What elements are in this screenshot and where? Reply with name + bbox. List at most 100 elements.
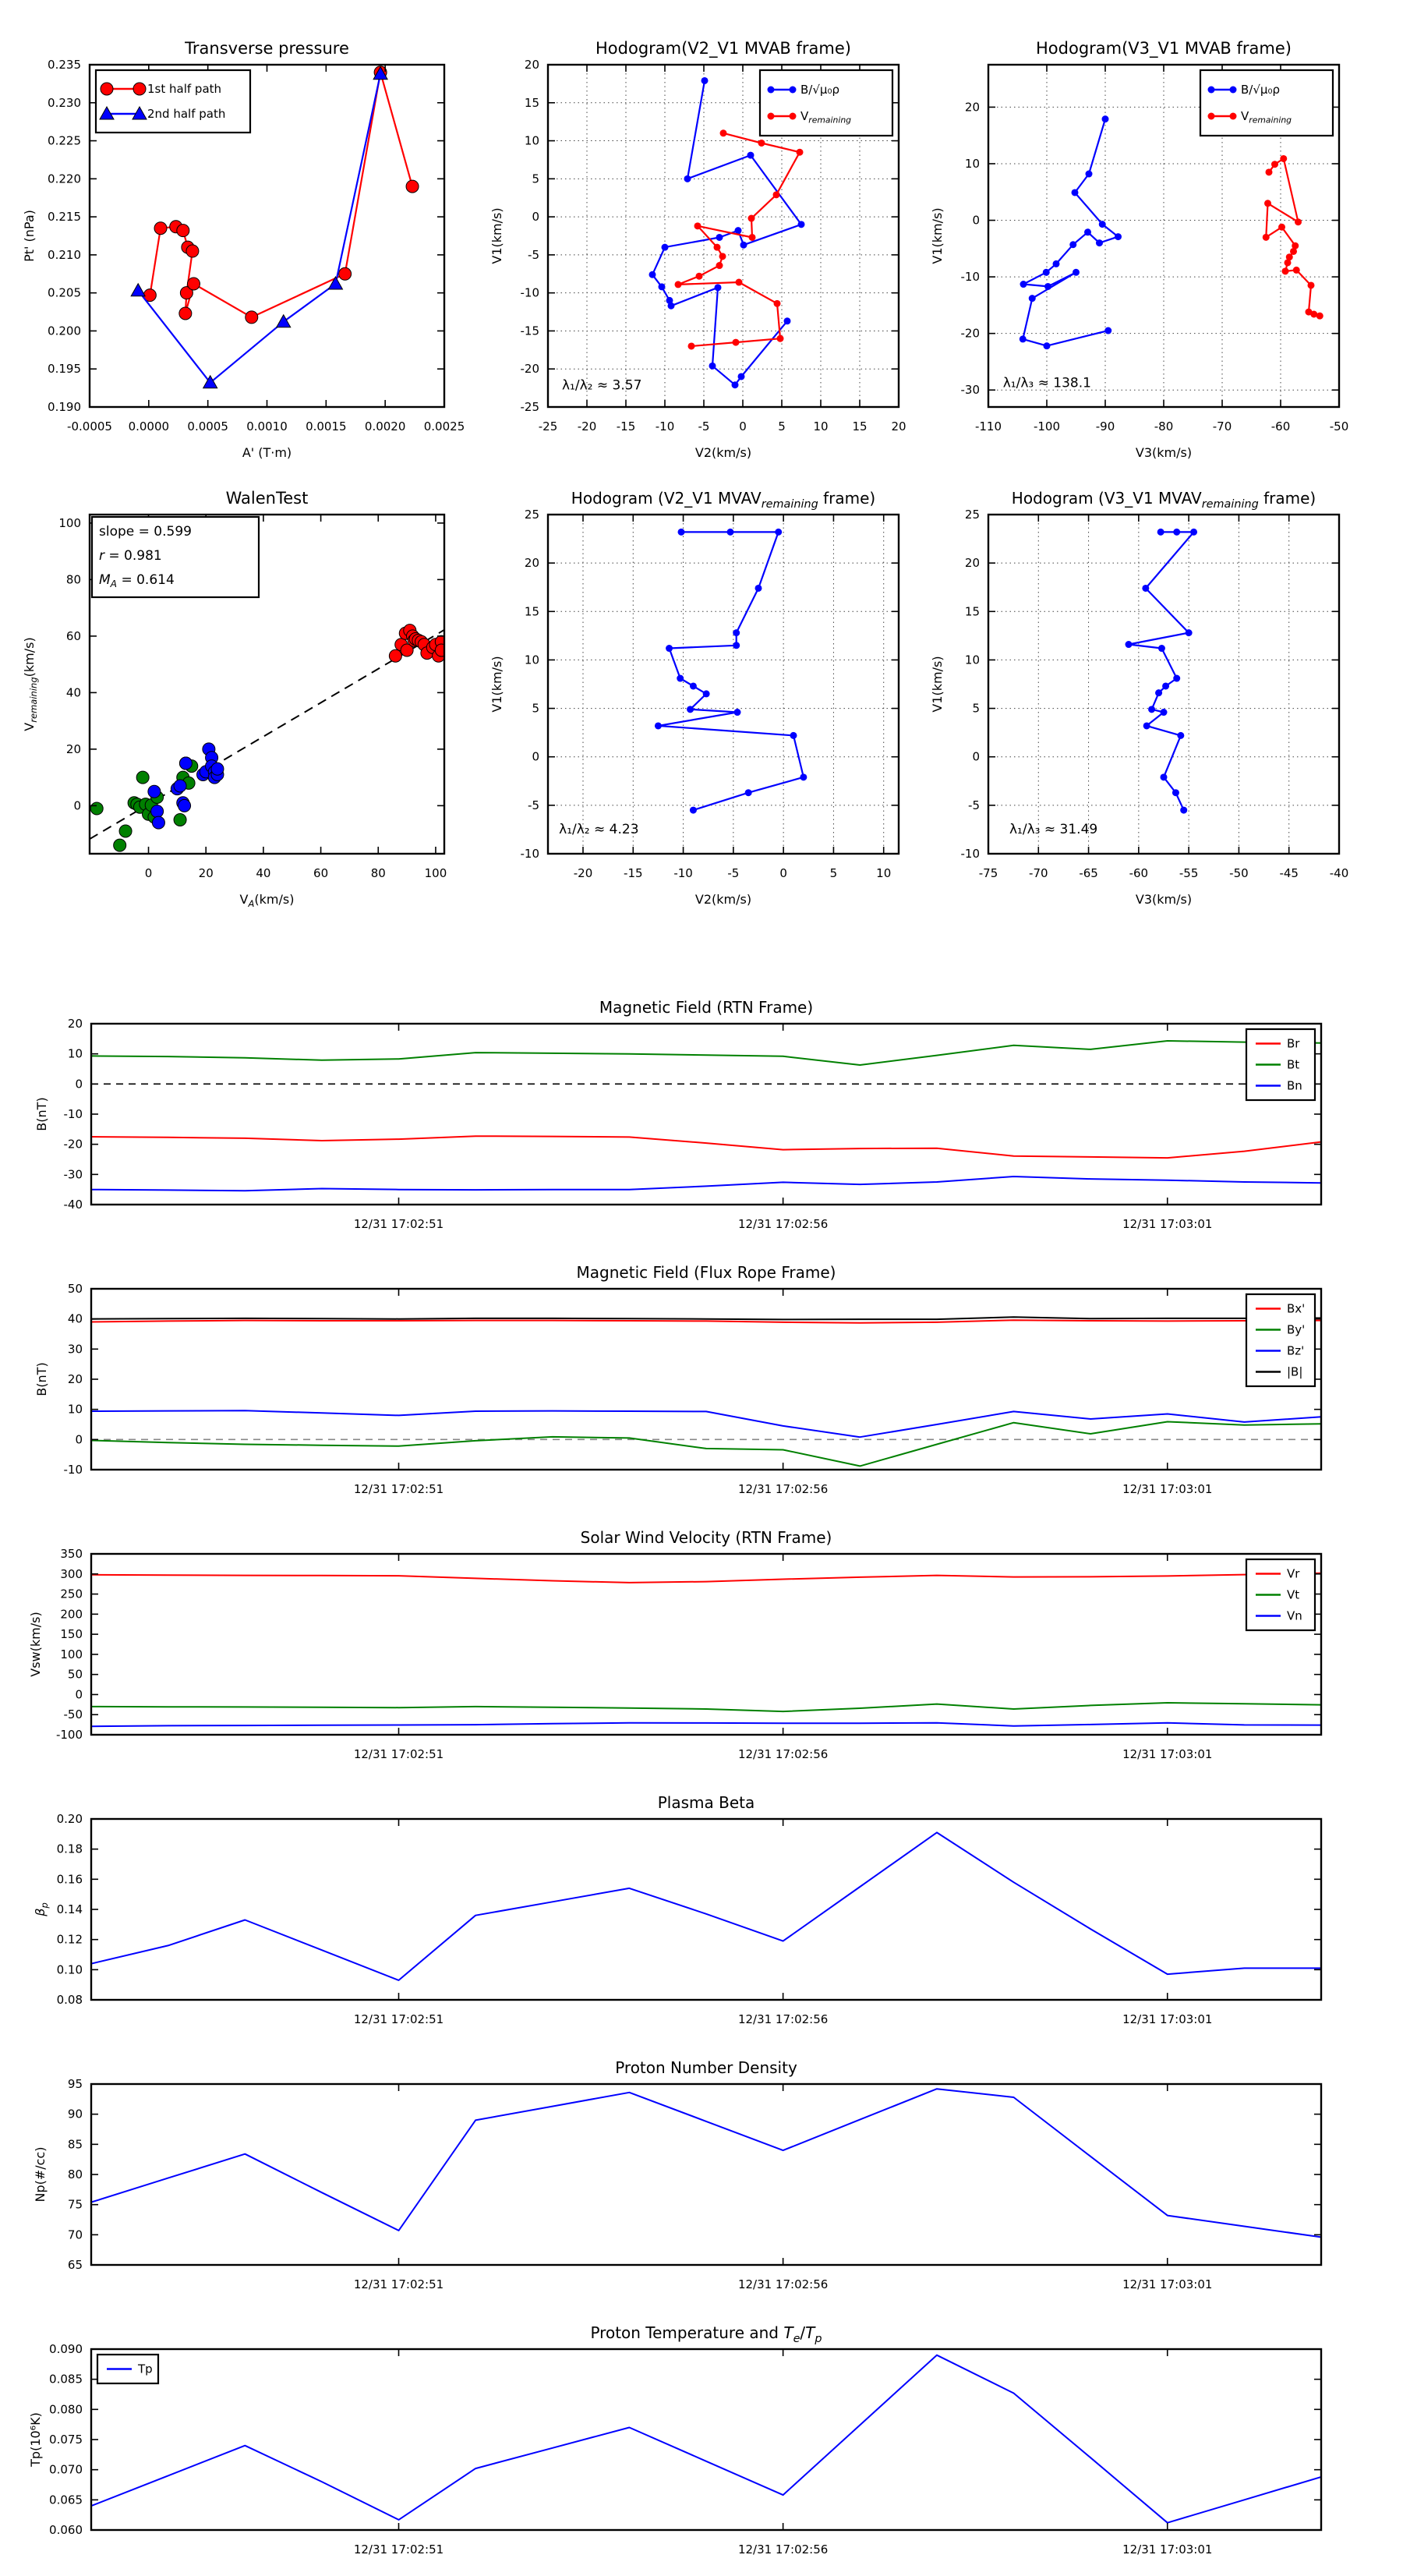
series-Np xyxy=(91,2088,1321,2238)
legend: Bx' By' Bz' |B| xyxy=(1245,1293,1316,1388)
x-tick-label: 12/31 17:03:01 xyxy=(1122,1482,1212,1496)
panel-title: Proton Temperature and Te/Tp xyxy=(590,2323,822,2345)
x-tick-label: 12/31 17:02:51 xyxy=(354,2277,444,2291)
x-tick-label: 5 xyxy=(778,419,786,433)
y-tick-label: 50 xyxy=(68,1668,83,1682)
x-tick-label: 0.0010 xyxy=(246,419,288,433)
y-tick-label: -5 xyxy=(968,798,980,812)
walen-stat-line: slope = 0.599 xyxy=(99,524,192,540)
x-tick-label: 12/31 17:02:56 xyxy=(738,2012,828,2026)
x-tick-label: 5 xyxy=(830,866,838,880)
y-tick-label: 0.12 xyxy=(57,1933,83,1947)
series-Bz-prime xyxy=(91,1410,1321,1438)
panel-title: Hodogram (V3_V1 MVAVremaining frame) xyxy=(1012,489,1316,511)
y-tick-label: 10 xyxy=(525,653,539,667)
x-tick-label: 12/31 17:02:51 xyxy=(354,1217,444,1231)
x-tick-label: 12/31 17:02:56 xyxy=(738,2277,828,2291)
y-tick-label: 0.215 xyxy=(48,210,81,224)
y-tick-label: 65 xyxy=(68,2258,83,2272)
y-tick-label: 0.08 xyxy=(57,1993,83,2007)
x-axis-label: VA(km/s) xyxy=(240,892,295,909)
x-tick-label: -25 xyxy=(539,419,558,433)
y-tick-label: 150 xyxy=(60,1627,83,1641)
y-tick-label: 0.200 xyxy=(48,324,81,338)
y-axis-label: V1(km/s) xyxy=(489,207,504,264)
y-tick-label: 0.090 xyxy=(49,2342,83,2356)
legend: Tp xyxy=(96,2353,160,2385)
x-tick-label: 40 xyxy=(256,866,270,880)
y-tick-label: 5 xyxy=(532,172,539,186)
legend: B/√μ₀ρ Vremaining xyxy=(758,69,894,137)
panel-title: Magnetic Field (RTN Frame) xyxy=(599,998,813,1017)
y-tick-label: -5 xyxy=(528,248,539,262)
y-tick-label: -30 xyxy=(961,383,981,397)
x-tick-label: -50 xyxy=(1330,419,1349,433)
y-axis-label: B(nT) xyxy=(34,1362,49,1396)
y-tick-label: 90 xyxy=(68,2107,83,2121)
x-tick-label: 0.0025 xyxy=(424,419,465,433)
x-tick-label: -100 xyxy=(1034,419,1060,433)
x-tick-label: 20 xyxy=(891,419,906,433)
y-tick-label: 0 xyxy=(75,1687,83,1701)
x-tick-label: -60 xyxy=(1129,866,1149,880)
panel-p5: -20 -15 -10 -5 0 5 10 -10 -5 0 5 10 15 20 25 Hodogram (… xyxy=(489,489,900,907)
y-tick-label: -30 xyxy=(64,1167,83,1181)
y-axis-label: Vremaining(km/s) xyxy=(22,637,39,731)
x-tick-label: -55 xyxy=(1179,866,1199,880)
legend-label: Vr xyxy=(1287,1567,1300,1581)
y-tick-label: 0.10 xyxy=(57,1962,83,1976)
series-V-hodogram xyxy=(654,528,808,814)
y-axis-label: V1(km/s) xyxy=(930,207,945,264)
y-tick-label: -20 xyxy=(521,362,540,376)
y-tick-label: -40 xyxy=(64,1198,83,1212)
x-tick-label: 12/31 17:03:01 xyxy=(1122,2277,1212,2291)
x-tick-label: -70 xyxy=(1029,866,1048,880)
x-tick-label: 60 xyxy=(313,866,328,880)
x-tick-label: 12/31 17:02:51 xyxy=(354,1747,444,1761)
x-tick-label: 0 xyxy=(739,419,747,433)
y-tick-label: 0.065 xyxy=(49,2493,83,2507)
y-tick-label: -10 xyxy=(961,270,981,284)
x-axis-label: V2(km/s) xyxy=(695,892,751,907)
y-tick-label: 0.14 xyxy=(57,1902,83,1916)
x-tick-label: -15 xyxy=(624,866,643,880)
y-tick-label: 20 xyxy=(525,556,539,570)
x-tick-label: 0.0005 xyxy=(187,419,228,433)
y-tick-label: 0.190 xyxy=(48,400,81,414)
y-tick-label: 0.220 xyxy=(48,172,81,186)
panel-p1: -0.0005 0.0000 0.0005 0.0010 0.0015 0.0020 0.0… xyxy=(22,39,465,460)
y-tick-label: 0.085 xyxy=(49,2373,83,2387)
panel-p2: -25 -20 -15 -10 -5 0 5 10 15 20 -25 -20 -15 -10 -5 0 5 10… xyxy=(489,39,906,460)
x-tick-label: -5 xyxy=(727,866,739,880)
x-tick-label: 0 xyxy=(779,866,787,880)
walen-stat-line: r = 0.981 xyxy=(99,548,162,564)
x-axis-label: V2(km/s) xyxy=(695,445,751,460)
walen-stats-box xyxy=(90,515,260,599)
y-tick-label: 20 xyxy=(965,556,980,570)
series-V-remaining xyxy=(674,129,804,350)
y-tick-label: 85 xyxy=(68,2137,83,2151)
y-tick-label: 0.230 xyxy=(48,96,81,110)
legend: Vr Vt Vn xyxy=(1245,1558,1316,1632)
x-tick-label: 0 xyxy=(145,866,153,880)
panel-title: Magnetic Field (Flux Rope Frame) xyxy=(577,1263,836,1282)
x-tick-label: 0.0000 xyxy=(129,419,170,433)
y-axis-label: B(nT) xyxy=(34,1097,49,1131)
series-Vr xyxy=(91,1572,1321,1583)
x-tick-label: 100 xyxy=(425,866,447,880)
y-tick-label: 0 xyxy=(972,750,980,764)
legend: B/√μ₀ρ Vremaining xyxy=(1199,69,1334,137)
y-tick-label: 0.16 xyxy=(57,1872,83,1886)
y-tick-label: -20 xyxy=(64,1138,83,1152)
y-tick-label: 25 xyxy=(965,508,980,522)
y-tick-label: 30 xyxy=(68,1342,83,1356)
legend-label: B/√μ₀ρ xyxy=(1241,83,1280,97)
x-tick-label: 12/31 17:02:51 xyxy=(354,1482,444,1496)
legend-label: Bz' xyxy=(1287,1344,1304,1358)
y-tick-label: 0.060 xyxy=(49,2523,83,2537)
legend-label: Br xyxy=(1287,1037,1300,1051)
y-tick-label: 100 xyxy=(58,516,81,530)
y-tick-label: 20 xyxy=(68,1017,83,1031)
y-tick-label: 70 xyxy=(68,2227,83,2242)
